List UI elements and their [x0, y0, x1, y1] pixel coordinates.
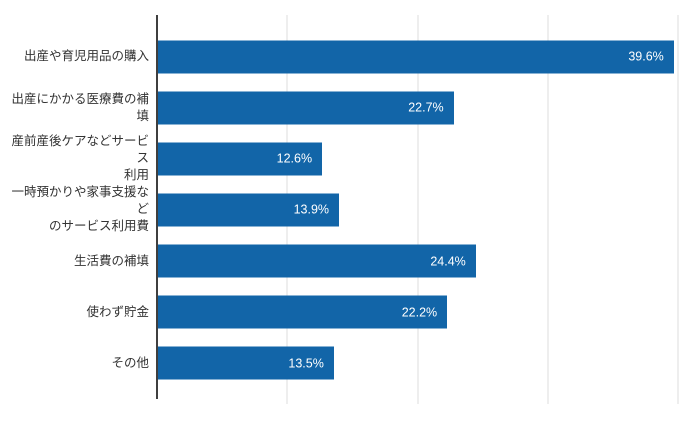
bar: 24.4% — [158, 244, 476, 278]
chart-row: 使わず貯金 22.2% — [0, 287, 678, 338]
bar-track: 22.2% — [157, 287, 678, 338]
bar: 13.5% — [158, 346, 334, 380]
chart-row: 出産にかかる医療費の補填 22.7% — [0, 82, 678, 133]
bar: 22.7% — [158, 91, 454, 125]
y-axis-line — [156, 15, 158, 399]
chart-row: 出産や育児用品の購入 39.6% — [0, 31, 678, 82]
value-label: 22.2% — [401, 305, 438, 320]
bar: 12.6% — [158, 142, 323, 176]
chart-row: その他 13.5% — [0, 338, 678, 389]
bar-track: 39.6% — [157, 31, 678, 82]
bar-track: 24.4% — [157, 236, 678, 287]
bar: 39.6% — [158, 40, 674, 74]
bar-track: 13.9% — [157, 184, 678, 235]
value-label: 13.5% — [288, 356, 324, 371]
bar-track: 22.7% — [157, 82, 678, 133]
bar-track: 13.5% — [157, 338, 678, 389]
category-label: 生活費の補填 — [73, 253, 149, 268]
category-label: 使わず貯金 — [86, 304, 149, 319]
category-label: 産前産後ケアなどサービス 利用 — [11, 134, 149, 183]
category-label: 出産や育児用品の購入 — [23, 49, 149, 64]
category-label: その他 — [111, 355, 149, 370]
bar: 13.9% — [158, 193, 340, 227]
gridline — [677, 15, 679, 404]
value-label: 39.6% — [628, 49, 664, 64]
chart-row: 生活費の補填 24.4% — [0, 236, 678, 287]
category-label: 一時預かりや家事支援など のサービス利用費 — [11, 185, 149, 234]
value-label: 22.7% — [408, 100, 444, 115]
gridline — [417, 15, 418, 404]
chart-rows: 出産や育児用品の購入 39.6% 出産にかかる医療費の補填 22.7% 産前産後… — [0, 31, 678, 389]
bar-track: 12.6% — [157, 133, 678, 184]
chart-row: 産前産後ケアなどサービス 利用 12.6% — [0, 133, 678, 184]
category-label: 出産にかかる医療費の補填 — [11, 91, 149, 123]
gridline — [547, 15, 549, 404]
bar: 22.2% — [158, 295, 448, 329]
value-label: 24.4% — [430, 254, 466, 269]
value-label: 12.6% — [276, 151, 313, 166]
value-label: 13.9% — [293, 202, 330, 217]
chart-row: 一時預かりや家事支援など のサービス利用費 13.9% — [0, 184, 678, 235]
